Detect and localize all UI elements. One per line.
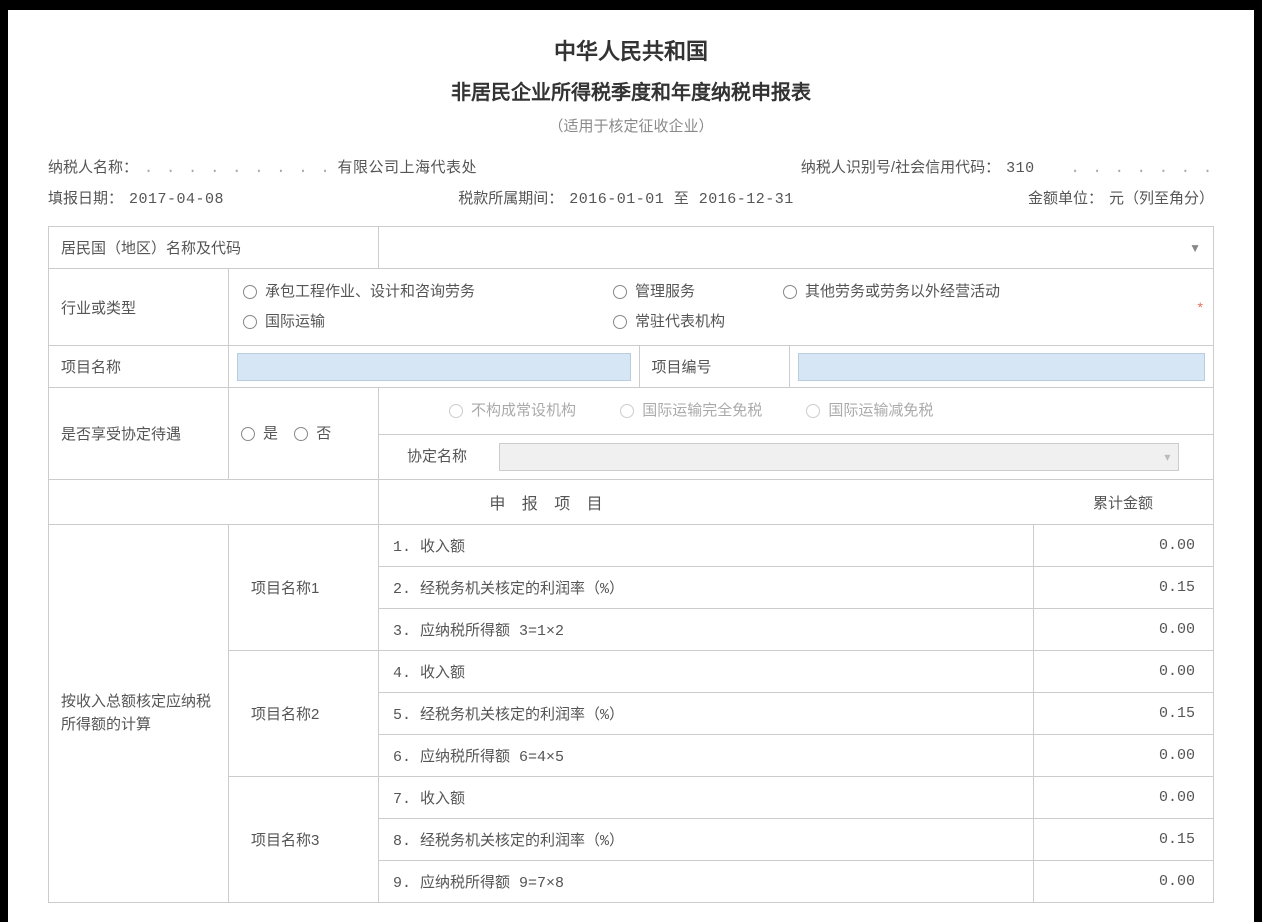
title-line2: 非居民企业所得税季度和年度纳税申报表 [48,76,1214,105]
project2-label: 项目名称2 [229,651,379,777]
radio-agreement-no[interactable]: 否 [294,419,331,449]
radio-agreement-yes[interactable]: 是 [241,419,278,449]
table-row: 6. 应纳税所得额 6=4×50.00 [379,735,1213,777]
table-row: 5. 经税务机关核定的利润率（%）0.15 [379,693,1213,735]
chevron-down-icon: ▼ [1189,241,1201,255]
table-row: 3. 应纳税所得额 3=1×20.00 [379,609,1213,651]
taxpayer-name-label: 纳税人名称： [48,156,138,177]
label-resident-country: 居民国（地区）名称及代码 [49,227,379,269]
project3-label: 项目名称3 [229,777,379,903]
table-row: 2. 经税务机关核定的利润率（%）0.15 [379,567,1213,609]
table-row: 8. 经税务机关核定的利润率（%）0.15 [379,819,1213,861]
header-accumulated-amount: 累计金额 [1033,482,1213,523]
title-subtitle: （适用于核定征收企业） [48,115,1214,136]
table-row: 9. 应纳税所得额 9=7×80.00 [379,861,1213,903]
radio-industry-rep-office[interactable]: 常驻代表机构 [613,307,725,337]
table-row: 4. 收入额0.00 [379,651,1213,693]
radio-industry-contracting[interactable]: 承包工程作业、设计和咨询劳务 [243,277,573,307]
taxpayer-name-value: 有限公司上海代表处 [338,156,478,177]
project1-label: 项目名称1 [229,525,379,651]
table-row: 7. 收入额0.00 [379,777,1213,819]
chevron-down-icon: ▾ [1164,450,1170,464]
radio-industry-management[interactable]: 管理服务 [613,277,743,307]
label-project-number: 项目编号 [639,346,789,387]
label-agreement-treatment: 是否享受协定待遇 [49,388,229,480]
radio-industry-other[interactable]: 其他劳务或劳务以外经营活动 [783,277,1000,307]
fill-date-value: 2017-04-08 [129,191,224,208]
redacted-dots: . . . . . . . . . [144,158,332,176]
table-row: 1. 收入额0.00 [379,525,1213,567]
required-star-icon: * [1194,299,1213,315]
period-value: 2016-01-01 至 2016-12-31 [569,187,794,208]
redacted-dots2: . . . . . . . [1071,158,1214,176]
radio-industry-intl-transport[interactable]: 国际运输 [243,307,573,337]
resident-country-select[interactable]: ▼ [379,227,1214,269]
label-agreement-name: 协定名称 [407,448,467,465]
label-industry-type: 行业或类型 [49,269,229,346]
taxpayer-id-label: 纳税人识别号/社会信用代码： [801,156,1000,177]
title-line1: 中华人民共和国 [48,34,1214,66]
unit-label: 金额单位： [1028,187,1103,208]
taxpayer-id-value: 310 [1006,160,1035,177]
label-calc-by-income: 按收入总额核定应纳税所得额的计算 [49,525,229,903]
project-name-input[interactable] [237,353,631,381]
unit-value: 元（列至角分） [1109,187,1214,208]
radio-partial-exempt[interactable]: 国际运输减免税 [806,396,933,426]
project-number-input[interactable] [798,353,1206,381]
radio-no-pe[interactable]: 不构成常设机构 [449,396,576,426]
fill-date-label: 填报日期： [48,187,123,208]
period-label: 税款所属期间： [458,187,563,208]
radio-full-exempt[interactable]: 国际运输完全免税 [620,396,762,426]
agreement-name-select[interactable]: ▾ [499,443,1179,471]
label-project-name: 项目名称 [49,346,229,388]
